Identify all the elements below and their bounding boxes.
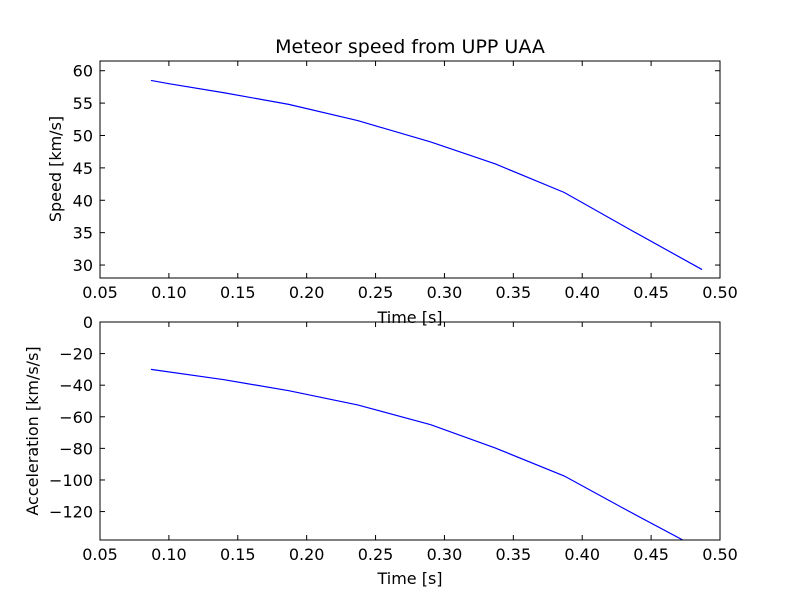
chart-title: Meteor speed from UPP UAA xyxy=(275,36,545,58)
x-tick-label: 0.20 xyxy=(289,545,325,564)
y-tick-label: −60 xyxy=(59,408,93,427)
y-tick-label: −20 xyxy=(59,345,93,364)
x-tick-label: 0.25 xyxy=(358,545,394,564)
x-tick-label: 0.05 xyxy=(82,545,118,564)
x-tick-label: 0.10 xyxy=(151,283,187,302)
y-tick-label: −120 xyxy=(49,503,93,522)
x-tick-label: 0.05 xyxy=(82,283,118,302)
x-tick-label: 0.35 xyxy=(496,283,532,302)
x-tick-label: 0.15 xyxy=(220,545,256,564)
speed-axes: Meteor speed from UPP UAA 0.05 0.10 0.15 0.… xyxy=(46,36,738,327)
y-axis-label: Acceleration [km/s/s] xyxy=(23,346,42,515)
x-tick-label: 0.25 xyxy=(358,283,394,302)
x-axis-label: Time [s] xyxy=(376,308,442,327)
speed-plot-area: 0.05 0.10 0.15 0.20 0.25 0.30 0.35 0.40 0.45 0.50… xyxy=(73,60,738,302)
y-tick-label: 55 xyxy=(73,94,93,113)
y-tick-label: 60 xyxy=(73,62,93,81)
x-tick-label: 0.10 xyxy=(151,545,187,564)
x-tick-label: 0.15 xyxy=(220,283,256,302)
y-tick-label: 40 xyxy=(73,191,93,210)
y-tick-label: 0 xyxy=(83,313,93,332)
x-tick-label: 0.40 xyxy=(564,283,600,302)
axes-frame xyxy=(99,321,721,541)
series-line xyxy=(150,368,684,540)
y-tick-label: −80 xyxy=(59,439,93,458)
y-tick-label: 35 xyxy=(73,224,93,243)
y-axis-label: Speed [km/s] xyxy=(46,116,65,222)
y-tick-label: 45 xyxy=(73,159,93,178)
x-axis-label: Time [s] xyxy=(376,569,442,588)
x-tick-label: 0.30 xyxy=(427,545,463,564)
x-tick-label: 0.45 xyxy=(633,545,669,564)
x-tick-label: 0.35 xyxy=(496,545,532,564)
acceleration-axes: 0.05 0.10 0.15 0.20 0.25 0.30 0.35 0.40 0.45 0.50… xyxy=(23,313,738,588)
y-tick-label: 50 xyxy=(73,126,93,145)
x-tick-label: 0.40 xyxy=(564,545,600,564)
x-tick-label: 0.50 xyxy=(702,545,738,564)
y-tick-label: 30 xyxy=(73,256,93,275)
x-tick-label: 0.30 xyxy=(427,283,463,302)
x-tick-label: 0.45 xyxy=(633,283,669,302)
x-tick-label: 0.20 xyxy=(289,283,325,302)
x-tick-label: 0.50 xyxy=(702,283,738,302)
axes-frame xyxy=(99,60,721,279)
y-tick-label: −100 xyxy=(49,471,93,490)
acceleration-plot-area: 0.05 0.10 0.15 0.20 0.25 0.30 0.35 0.40 0.45 0.50… xyxy=(49,313,738,564)
y-tick-label: −40 xyxy=(59,376,93,395)
series-line xyxy=(150,79,703,271)
